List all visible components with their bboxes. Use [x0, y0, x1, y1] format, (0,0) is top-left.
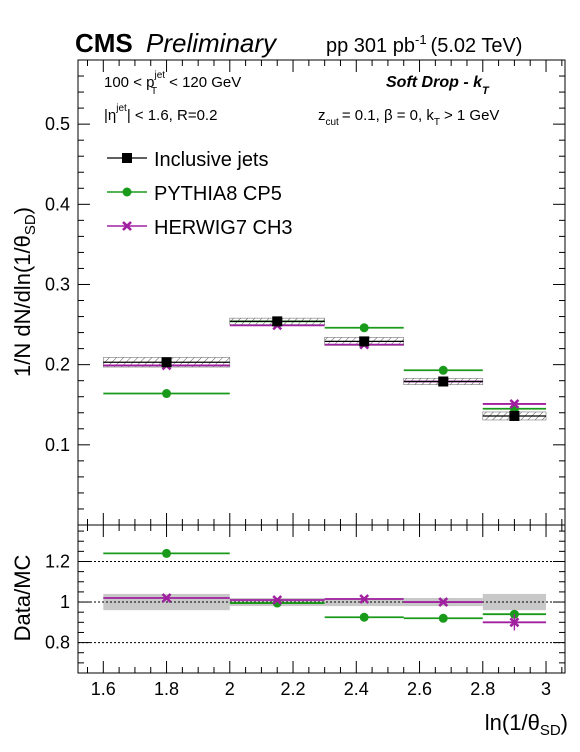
y-tick-label: 0.5	[45, 114, 70, 134]
pythia-point	[162, 389, 172, 399]
ratio-uncertainty-band	[324, 597, 404, 607]
legend-label-pythia: PYTHIA8 CP5	[154, 183, 282, 205]
ratio-herwig-point	[509, 617, 520, 628]
ratio-panel-frame	[77, 524, 566, 674]
legend-label-herwig: HERWIG7 CH3	[154, 217, 293, 239]
main-panel-frame	[77, 59, 566, 526]
y-tick-label: 0.4	[45, 194, 70, 214]
ratio-pythia-point	[359, 612, 369, 622]
ratio-herwig-point	[161, 593, 172, 603]
pythia-point	[438, 365, 448, 375]
ratio-herwig-point	[438, 597, 449, 607]
data-point	[161, 357, 172, 368]
x-tick-label: 2.6	[407, 679, 432, 699]
status-label: Preliminary	[146, 28, 278, 58]
ratio-y-tick-label: 0.8	[45, 633, 70, 653]
herwig-point	[509, 399, 520, 409]
ratio-herwig-point	[359, 594, 370, 604]
x-tick-label: 2.4	[344, 679, 369, 699]
x-axis-label: ln(1/θSD)	[485, 710, 568, 739]
x-tick-label: 2	[225, 679, 235, 699]
y-tick-label: 0.3	[45, 274, 70, 294]
y-tick-label: 0.1	[45, 435, 70, 455]
y-tick-label: 0.2	[45, 355, 70, 375]
method-label: Soft Drop - kT	[386, 74, 490, 97]
x-tick-label: 1.6	[91, 679, 116, 699]
ratio-y-axis-label: Data/MC	[10, 554, 35, 641]
pythia-point	[359, 323, 369, 333]
plot-layer: 1.6 1.8 2 2.2 2.4 2.6 2.8 3 0.1 0.2 0.3 0.4 0.5 0.8 1 1…	[45, 60, 565, 699]
legend-entry-herwig: HERWIG7 CH3	[107, 217, 293, 239]
legend-entry-data: Inclusive jets	[107, 149, 269, 171]
legend: Inclusive jets PYTHIA8 CP5 HERWIG7 CH3	[107, 149, 293, 239]
x-tick-label: 2.2	[281, 679, 306, 699]
ratio-herwig-point	[272, 595, 283, 605]
ratio-pythia-point	[438, 613, 448, 623]
legend-entry-pythia: PYTHIA8 CP5	[107, 183, 282, 205]
x-tick-label: 3	[541, 679, 551, 699]
data-point	[509, 410, 520, 421]
experiment-label: CMS	[75, 28, 133, 58]
x-tick-label: 2.8	[470, 679, 495, 699]
legend-label-data: Inclusive jets	[154, 149, 269, 171]
data-point	[359, 336, 370, 347]
data-point	[272, 316, 283, 327]
ratio-pythia-point	[162, 548, 172, 558]
method-params: zcut = 0.1, β = 0, kT > 1 GeV	[318, 107, 499, 128]
data-point	[438, 376, 449, 387]
lumi-label: pp 301 pb-1 (5.02 TeV)	[326, 32, 522, 57]
main-y-axis-label: 1/N dN/dln(1/θSD)	[10, 207, 39, 377]
selection-eta: |ηjet| < 1.6, R=0.2	[104, 103, 217, 124]
selection-pt: 100 < pjet T< 120 GeV	[104, 70, 241, 97]
ratio-y-tick-label: 1.2	[45, 551, 70, 571]
ratio-y-tick-label: 1	[60, 592, 70, 612]
x-tick-label: 1.8	[154, 679, 179, 699]
